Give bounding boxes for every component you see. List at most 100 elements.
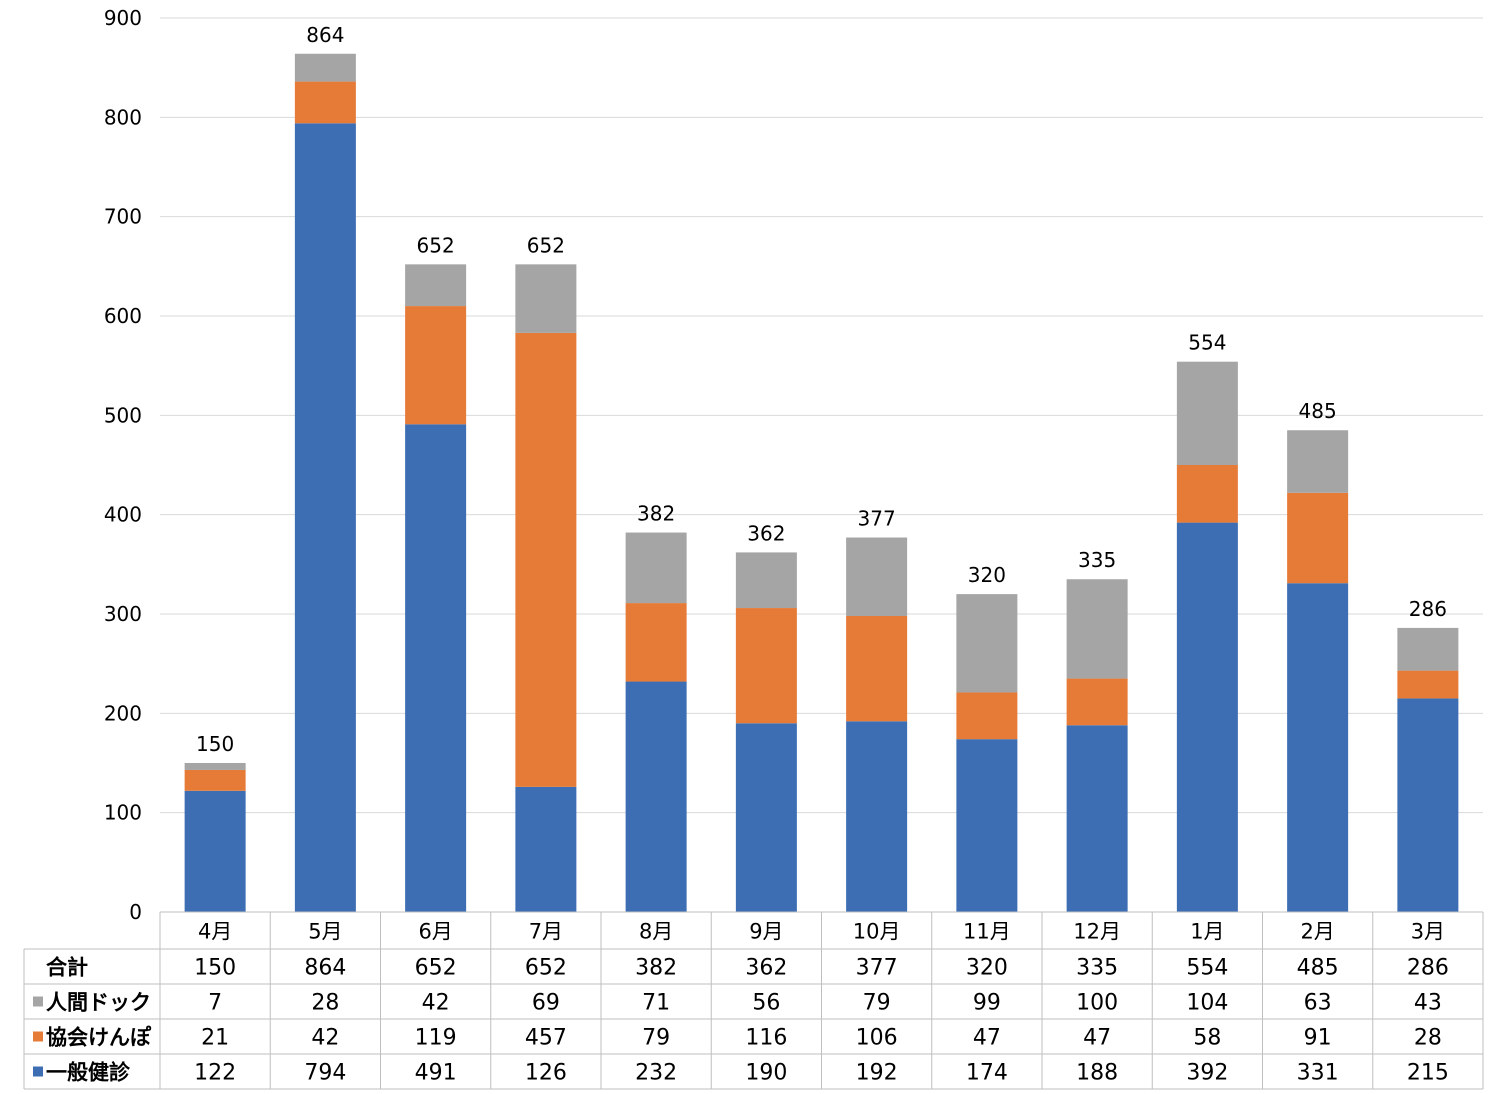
bars: [184, 53, 1459, 912]
table-cell: 215: [1407, 1061, 1449, 1086]
table-cell: 794: [304, 1061, 346, 1086]
y-tick-label: 100: [104, 801, 142, 825]
bar-segment: [1066, 579, 1128, 679]
bar-segment: [846, 721, 908, 912]
total-data-label: 362: [747, 521, 785, 545]
bar-segment: [735, 552, 797, 609]
legend-key: [33, 1066, 43, 1077]
table-cell: 104: [1186, 991, 1228, 1016]
table-cell: 28: [1414, 1026, 1442, 1051]
bar-segment: [184, 763, 246, 770]
bar-segment: [184, 790, 246, 912]
x-category-label: 8月: [639, 920, 673, 944]
table-cell: 392: [1186, 1061, 1228, 1086]
table-cell: 554: [1186, 956, 1228, 981]
y-tick-label: 600: [104, 304, 142, 328]
table-cell: 91: [1304, 1026, 1332, 1051]
table-cell: 188: [1076, 1061, 1118, 1086]
table-cell: 79: [863, 991, 891, 1016]
bar-segment: [184, 769, 246, 791]
bar-segment: [1176, 522, 1238, 912]
table-cell: 150: [194, 956, 236, 981]
bar-segment: [625, 532, 687, 604]
bar-segment: [515, 786, 577, 912]
bar-segment: [735, 723, 797, 912]
bar-segment: [405, 306, 467, 425]
bar-segment: [1397, 670, 1459, 699]
bar-segment: [846, 537, 908, 616]
table-cell: 652: [415, 956, 457, 981]
table-row-label: 一般健診: [46, 1061, 131, 1085]
bar-segment: [1176, 465, 1238, 523]
table-cell: 42: [422, 991, 450, 1016]
table-cell: 126: [525, 1061, 567, 1086]
total-data-label: 864: [306, 23, 344, 47]
total-data-label: 377: [858, 507, 896, 531]
table-row-label: 協会けんぽ: [46, 1026, 152, 1050]
y-tick-label: 500: [104, 403, 142, 427]
table-cell: 485: [1297, 956, 1339, 981]
x-category-label: 11月: [963, 920, 1011, 944]
bar-segment: [1397, 627, 1459, 671]
total-data-label: 485: [1299, 399, 1337, 423]
gridlines: [160, 17, 1483, 814]
table-cell: 43: [1414, 991, 1442, 1016]
y-tick-label: 200: [104, 701, 142, 725]
bar-segment: [1287, 430, 1349, 493]
x-category-label: 4月: [198, 920, 232, 944]
y-tick-label: 300: [104, 602, 142, 626]
total-data-label: 335: [1078, 548, 1116, 572]
table-cell: 122: [194, 1061, 236, 1086]
x-category-label: 2月: [1300, 920, 1334, 944]
total-data-label: 286: [1409, 597, 1447, 621]
x-category-label: 9月: [749, 920, 783, 944]
total-data-label: 320: [968, 563, 1006, 587]
y-tick-label: 0: [129, 900, 142, 924]
table-cell: 28: [311, 991, 339, 1016]
table-cell: 382: [635, 956, 677, 981]
table-cell: 21: [201, 1026, 229, 1051]
table-cell: 71: [642, 991, 670, 1016]
bar-segment: [294, 123, 356, 912]
table-cell: 119: [415, 1026, 457, 1051]
table-cell: 106: [856, 1026, 898, 1051]
bar-segment: [1287, 583, 1349, 912]
x-category-label: 1月: [1190, 920, 1224, 944]
bar-segment: [956, 692, 1018, 740]
x-category-label: 3月: [1411, 920, 1445, 944]
total-data-label: 554: [1188, 331, 1226, 355]
bar-segment: [515, 332, 577, 787]
table-cell: 58: [1193, 1026, 1221, 1051]
bar-segment: [956, 739, 1018, 912]
x-category-label: 6月: [418, 920, 452, 944]
table-cell: 457: [525, 1026, 567, 1051]
bar-segment: [405, 424, 467, 912]
x-category-label: 12月: [1073, 920, 1121, 944]
table-cell: 79: [642, 1026, 670, 1051]
y-tick-label: 800: [104, 105, 142, 129]
bar-segment: [1066, 725, 1128, 912]
table-cell: 100: [1076, 991, 1118, 1016]
bar-segment: [1176, 361, 1238, 465]
total-data-label: 382: [637, 502, 675, 526]
table-cell: 116: [745, 1026, 787, 1051]
bar-segment: [294, 53, 356, 82]
bar-segment: [956, 594, 1018, 693]
y-tick-label: 400: [104, 503, 142, 527]
bar-segment: [515, 264, 577, 333]
table-row-label: 人間ドック: [46, 991, 151, 1015]
bar-segment: [846, 615, 908, 722]
table-cell: 320: [966, 956, 1008, 981]
bar-segment: [1066, 678, 1128, 726]
table-cell: 331: [1297, 1061, 1339, 1086]
table-cell: 56: [752, 991, 780, 1016]
table-cell: 335: [1076, 956, 1118, 981]
legend-key: [33, 996, 43, 1007]
table-cell: 99: [973, 991, 1001, 1016]
table-cell: 377: [856, 956, 898, 981]
table-cell: 69: [532, 991, 560, 1016]
x-category-label: 7月: [529, 920, 563, 944]
x-category-label: 10月: [853, 920, 901, 944]
table-cell: 864: [304, 956, 346, 981]
